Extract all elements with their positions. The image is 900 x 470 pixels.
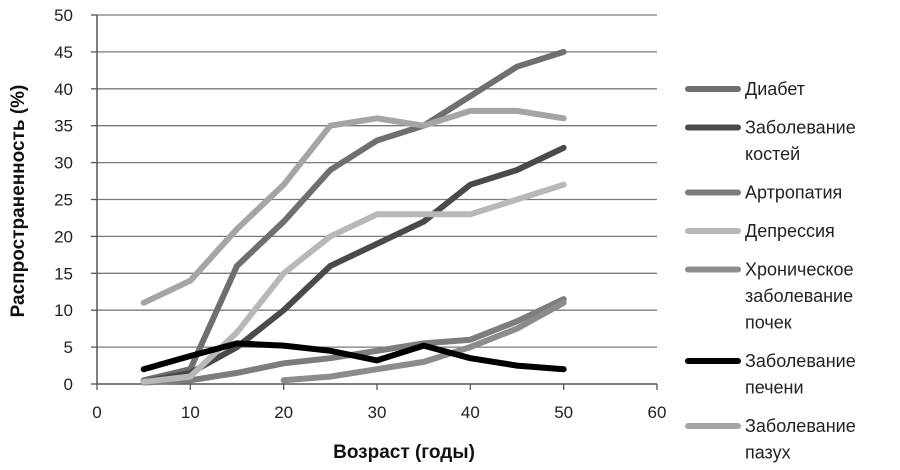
y-tick-label-50: 50 [54, 6, 73, 25]
grid-lines [97, 14, 657, 348]
x-axis-title: Возраст (годы) [333, 442, 475, 463]
series-lines [140, 48, 567, 386]
series-line-5 [280, 299, 567, 384]
legend-label-2-line-1: Заболевание [745, 118, 856, 138]
series-line-1 [140, 48, 567, 384]
legend-label-6-line-2: печени [745, 378, 804, 398]
legend-label-5-line-2: заболевание [745, 286, 853, 306]
legend-label-3-line-1: Артропатия [745, 183, 842, 203]
x-tick-label-20: 20 [274, 403, 293, 422]
y-axis-title: Распространенность (%) [8, 85, 29, 318]
y-tick-label-45: 45 [54, 43, 73, 62]
x-tick-label-10: 10 [181, 403, 200, 422]
legend-label-5-line-1: Хроническое [745, 260, 854, 280]
x-tick-label-40: 40 [461, 403, 480, 422]
y-tick-label-10: 10 [54, 301, 73, 320]
legend: Диабет Заболевание костей Артропатия Депресс… [685, 79, 856, 463]
y-tick-label-40: 40 [54, 80, 73, 99]
legend-label-2-line-2: костей [745, 144, 800, 164]
x-tick-label-0: 0 [92, 403, 101, 422]
y-tick-label-0: 0 [64, 375, 73, 394]
y-tick-label-35: 35 [54, 117, 73, 136]
legend-label-7-line-1: Заболевание [745, 416, 856, 436]
series-line-4 [140, 181, 567, 385]
y-tick-label-20: 20 [54, 227, 73, 246]
x-tick-label-30: 30 [368, 403, 387, 422]
series-line-6 [140, 340, 567, 373]
x-tick-label-50: 50 [554, 403, 573, 422]
y-tick-label-15: 15 [54, 264, 73, 283]
series-line-2 [140, 144, 567, 385]
legend-label-1-line-1: Диабет [745, 79, 805, 99]
legend-label-4-line-1: Депрессия [745, 221, 835, 241]
legend-label-6-line-1: Заболевание [745, 351, 856, 371]
legend-label-7-line-2: пазух [745, 443, 791, 463]
x-tick-label-60: 60 [648, 403, 667, 422]
axes [91, 14, 658, 390]
tick-labels: 0 5 10 15 20 25 30 35 40 45 50 0 10 20 30 40 50 60 [54, 6, 666, 422]
series-line-7 [140, 107, 567, 306]
y-tick-label-30: 30 [54, 154, 73, 173]
legend-label-5-line-3: почек [745, 313, 792, 333]
y-tick-label-5: 5 [64, 338, 73, 357]
y-tick-label-25: 25 [54, 191, 73, 210]
